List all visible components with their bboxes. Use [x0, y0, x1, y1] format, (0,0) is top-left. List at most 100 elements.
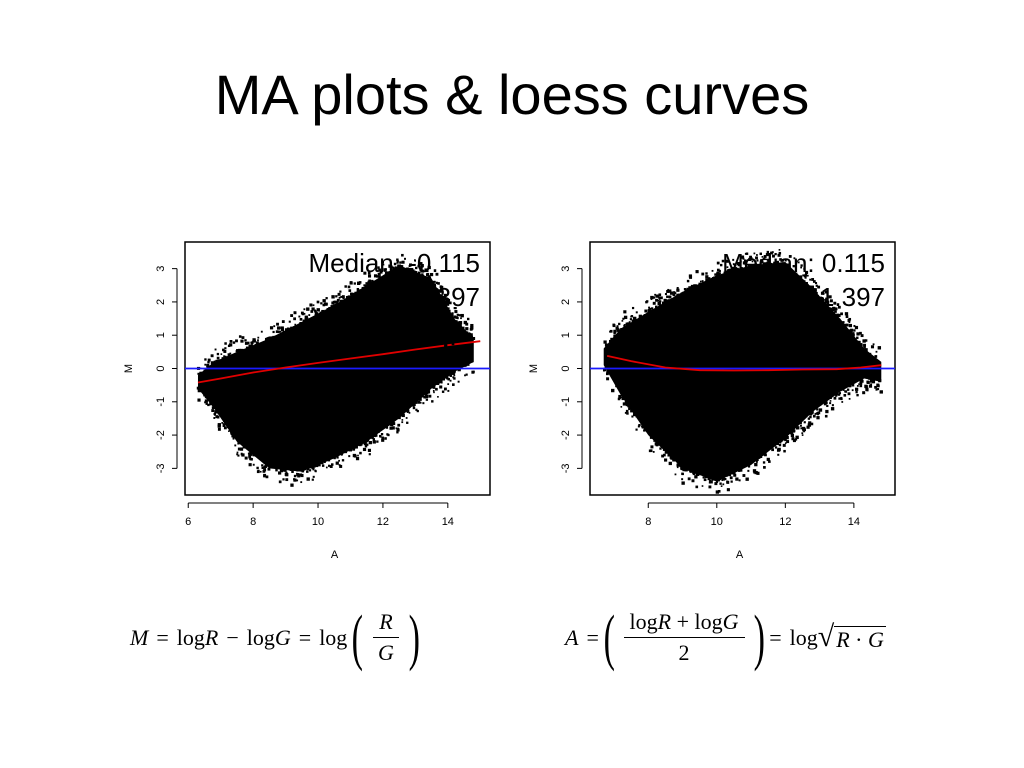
- data-point: [397, 297, 401, 302]
- data-point: [422, 284, 427, 289]
- data-point: [331, 295, 335, 299]
- data-point: [653, 438, 656, 441]
- data-point: [217, 424, 221, 428]
- data-point: [465, 373, 468, 376]
- data-point: [400, 283, 403, 286]
- data-point: [658, 305, 663, 310]
- data-point: [715, 301, 719, 305]
- data-point: [751, 264, 754, 267]
- data-point: [623, 315, 628, 320]
- data-point: [439, 385, 443, 389]
- data-point: [335, 324, 339, 327]
- y-tick-label: 0: [155, 365, 167, 371]
- data-point: [357, 305, 360, 308]
- data-point: [334, 330, 337, 334]
- data-point: [755, 256, 758, 260]
- data-point: [660, 304, 663, 307]
- data-point: [834, 307, 838, 311]
- data-point: [830, 309, 833, 312]
- x-tick-label: 14: [848, 516, 860, 528]
- data-point: [236, 453, 239, 456]
- data-point: [795, 295, 800, 299]
- data-point: [785, 303, 789, 307]
- data-point: [341, 459, 345, 462]
- data-point: [378, 288, 383, 292]
- data-point: [830, 333, 833, 337]
- data-point: [276, 322, 279, 326]
- data-point: [833, 319, 837, 323]
- data-point: [806, 301, 809, 304]
- data-point: [327, 458, 331, 462]
- data-point: [396, 270, 400, 274]
- data-point: [403, 281, 405, 284]
- data-point: [390, 422, 394, 427]
- data-point: [418, 298, 421, 302]
- data-point: [388, 280, 391, 283]
- point-cloud-overlap: [319, 264, 459, 366]
- data-point: [428, 318, 431, 322]
- data-point: [816, 416, 820, 420]
- data-point: [728, 313, 731, 316]
- data-point: [743, 259, 747, 262]
- data-point: [384, 437, 387, 440]
- data-point: [347, 449, 349, 452]
- data-point: [336, 317, 341, 321]
- data-point: [848, 329, 852, 333]
- data-point: [724, 478, 727, 481]
- data-point: [355, 294, 358, 298]
- data-point: [259, 342, 262, 345]
- data-point: [610, 337, 614, 342]
- data-point: [406, 421, 409, 424]
- data-point: [767, 297, 771, 301]
- data-point: [216, 352, 220, 356]
- data-point: [435, 317, 439, 321]
- data-point: [405, 291, 409, 296]
- data-point: [395, 417, 398, 420]
- data-point: [274, 335, 278, 338]
- data-point: [762, 454, 764, 456]
- data-point: [739, 305, 743, 308]
- data-point: [729, 476, 733, 480]
- data-point: [807, 274, 809, 277]
- data-point: [786, 285, 791, 289]
- data-point: [635, 311, 638, 314]
- data-point: [341, 323, 345, 326]
- data-point: [706, 288, 709, 291]
- data-point: [370, 299, 374, 303]
- data-point: [343, 450, 346, 453]
- data-point: [807, 417, 811, 420]
- data-point: [701, 282, 706, 287]
- data-point: [336, 298, 340, 302]
- data-point: [310, 310, 314, 313]
- data-point: [322, 303, 326, 307]
- data-point: [392, 422, 396, 426]
- data-point: [443, 293, 447, 297]
- data-point: [851, 389, 854, 392]
- data-point: [766, 284, 769, 287]
- data-point: [737, 307, 740, 311]
- data-point: [323, 460, 326, 463]
- data-point: [798, 296, 801, 300]
- data-point: [214, 348, 217, 351]
- data-point: [719, 263, 723, 267]
- data-point: [764, 295, 767, 298]
- data-point: [435, 281, 438, 285]
- data-point: [440, 294, 443, 297]
- data-point: [848, 384, 851, 388]
- data-point: [308, 469, 312, 472]
- data-point: [441, 330, 444, 334]
- data-point: [795, 435, 799, 439]
- data-point: [747, 465, 751, 468]
- data-point: [864, 384, 868, 388]
- data-point: [814, 319, 819, 324]
- data-point: [453, 374, 456, 377]
- data-point: [672, 293, 676, 297]
- data-point: [749, 255, 752, 259]
- data-point: [357, 443, 360, 446]
- data-point: [765, 305, 768, 308]
- data-point: [752, 281, 756, 285]
- data-point: [360, 328, 364, 332]
- data-point: [294, 323, 297, 326]
- point-cloud-overlap: [701, 263, 849, 365]
- data-point: [686, 289, 690, 293]
